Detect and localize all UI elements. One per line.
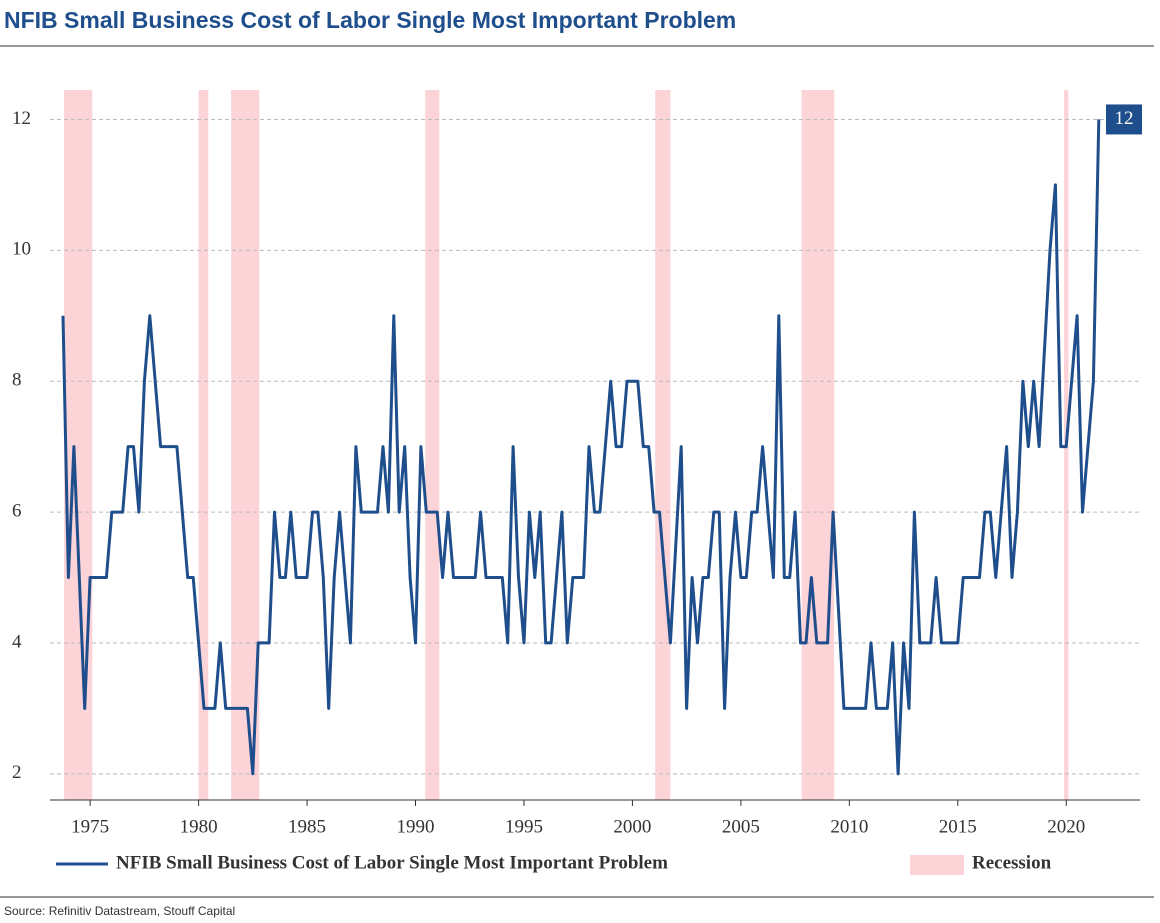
x-tick-label: 2000 bbox=[613, 816, 651, 837]
x-tick-label: 1975 bbox=[71, 816, 109, 837]
y-tick-label: 8 bbox=[12, 370, 22, 391]
x-tick-label: 1985 bbox=[288, 816, 326, 837]
chart-title: NFIB Small Business Cost of Labor Single… bbox=[4, 7, 736, 33]
y-tick-label: 12 bbox=[12, 108, 31, 129]
recession-band bbox=[231, 90, 260, 800]
x-tick-label: 1980 bbox=[180, 816, 218, 837]
end-label: 12 bbox=[1115, 108, 1134, 129]
y-tick-label: 6 bbox=[12, 500, 22, 521]
legend-label: Recession bbox=[972, 852, 1052, 873]
x-tick-label: 2015 bbox=[939, 816, 977, 837]
y-tick-label: 2 bbox=[12, 762, 22, 783]
recession-band bbox=[655, 90, 671, 800]
y-tick-label: 4 bbox=[12, 631, 22, 652]
recession-band bbox=[198, 90, 209, 800]
legend-label: NFIB Small Business Cost of Labor Single… bbox=[116, 852, 668, 873]
x-tick-label: 2005 bbox=[722, 816, 760, 837]
y-tick-label: 10 bbox=[12, 239, 31, 260]
x-tick-label: 1995 bbox=[505, 816, 543, 837]
legend-swatch bbox=[910, 855, 964, 875]
x-tick-label: 2010 bbox=[830, 816, 868, 837]
series-line bbox=[61, 119, 1101, 776]
recession-band bbox=[64, 90, 93, 800]
recession-band bbox=[801, 90, 835, 800]
source: Source: Refinitiv Datastream, Stouff Cap… bbox=[4, 904, 235, 918]
recession-band bbox=[425, 90, 440, 800]
x-tick-label: 2020 bbox=[1047, 816, 1085, 837]
x-tick-label: 1990 bbox=[397, 816, 435, 837]
end-label-box bbox=[1106, 104, 1142, 135]
